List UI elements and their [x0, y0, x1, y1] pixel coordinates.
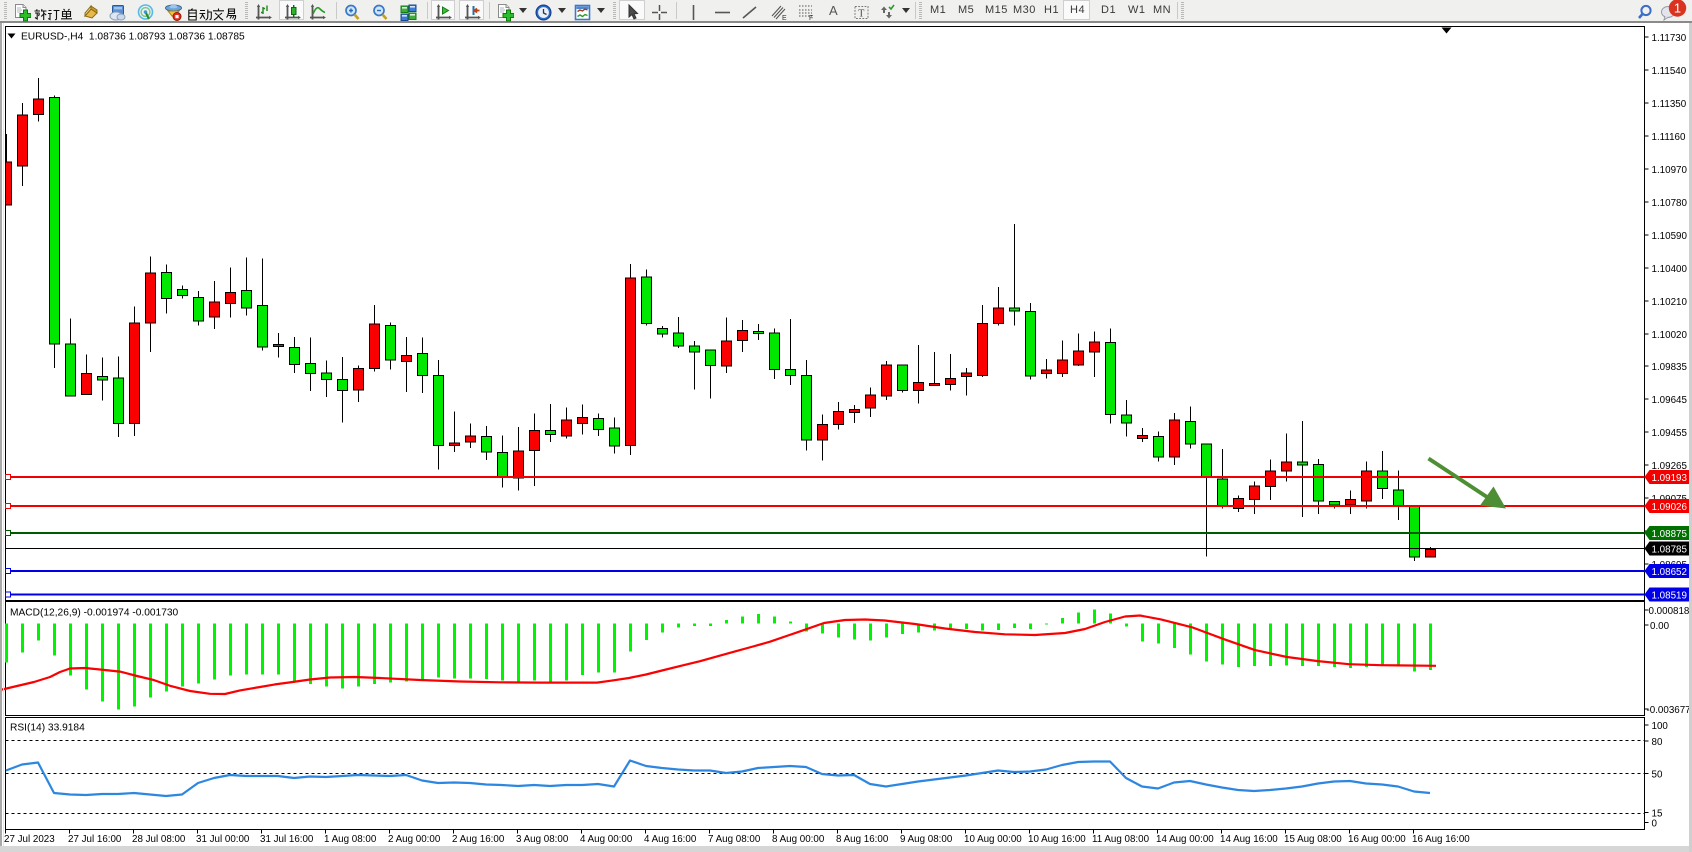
svg-text:1.09265: 1.09265	[1652, 461, 1688, 472]
svg-text:1.09026: 1.09026	[1652, 502, 1688, 513]
svg-text:1.09455: 1.09455	[1652, 428, 1688, 439]
svg-text:RSI(14) 33.9184: RSI(14) 33.9184	[10, 723, 85, 734]
svg-text:1.11540: 1.11540	[1652, 66, 1687, 77]
svg-text:10 Aug 16:00: 10 Aug 16:00	[1028, 834, 1086, 845]
svg-text:1.10590: 1.10590	[1652, 231, 1688, 242]
svg-text:1.10970: 1.10970	[1652, 165, 1688, 176]
svg-text:1: 1	[1674, 1, 1681, 16]
svg-text:4 Aug 00:00: 4 Aug 00:00	[580, 834, 633, 845]
svg-text:F: F	[809, 15, 813, 22]
svg-text:1.10400: 1.10400	[1652, 264, 1688, 275]
svg-text:-0.003677: -0.003677	[1647, 705, 1691, 716]
svg-text:1.10780: 1.10780	[1652, 198, 1688, 209]
svg-text:3 Aug 08:00: 3 Aug 08:00	[516, 834, 569, 845]
svg-text:27 Jul 2023: 27 Jul 2023	[4, 834, 55, 845]
svg-text:8 Aug 00:00: 8 Aug 00:00	[772, 834, 825, 845]
svg-text:1.08652: 1.08652	[1652, 567, 1687, 578]
svg-text:28 Jul 08:00: 28 Jul 08:00	[132, 834, 186, 845]
svg-text:50: 50	[1652, 770, 1663, 781]
svg-text:11 Aug 08:00: 11 Aug 08:00	[1092, 834, 1150, 845]
svg-text:4 Aug 16:00: 4 Aug 16:00	[644, 834, 697, 845]
svg-text:8 Aug 16:00: 8 Aug 16:00	[836, 834, 889, 845]
svg-text:1.11730: 1.11730	[1652, 33, 1687, 44]
svg-text:1.08785: 1.08785	[1652, 545, 1688, 556]
svg-text:14 Aug 00:00: 14 Aug 00:00	[1156, 834, 1214, 845]
svg-text:E: E	[782, 15, 787, 22]
svg-text:100: 100	[1652, 721, 1669, 732]
svg-text:EURUSD-,H4 1.08736 1.08793 1.: EURUSD-,H4 1.08736 1.08793 1.08736 1.087…	[21, 32, 245, 43]
svg-text:31 Jul 16:00: 31 Jul 16:00	[260, 834, 314, 845]
svg-text:80: 80	[1652, 737, 1663, 748]
svg-text:1.08519: 1.08519	[1652, 591, 1687, 602]
svg-text:31 Jul 00:00: 31 Jul 00:00	[196, 834, 250, 845]
svg-text:1 Aug 08:00: 1 Aug 08:00	[324, 834, 377, 845]
svg-text:MACD(12,26,9) -0.001974 -0.001: MACD(12,26,9) -0.001974 -0.001730	[10, 608, 179, 619]
svg-text:7 Aug 08:00: 7 Aug 08:00	[708, 834, 761, 845]
svg-text:27 Jul 16:00: 27 Jul 16:00	[68, 834, 122, 845]
svg-text:16 Aug 00:00: 16 Aug 00:00	[1348, 834, 1406, 845]
svg-text:9 Aug 08:00: 9 Aug 08:00	[900, 834, 953, 845]
svg-text:1.09835: 1.09835	[1652, 362, 1688, 373]
svg-text:T: T	[858, 9, 864, 20]
svg-text:16 Aug 16:00: 16 Aug 16:00	[1412, 834, 1470, 845]
svg-text:1.11160: 1.11160	[1652, 132, 1687, 143]
svg-text:0.00: 0.00	[1650, 621, 1670, 632]
svg-text:14 Aug 16:00: 14 Aug 16:00	[1220, 834, 1278, 845]
svg-text:15 Aug 08:00: 15 Aug 08:00	[1284, 834, 1342, 845]
svg-text:1.08875: 1.08875	[1652, 529, 1688, 540]
svg-text:15: 15	[1652, 809, 1663, 820]
svg-text:2 Aug 00:00: 2 Aug 00:00	[388, 834, 441, 845]
svg-text:10 Aug 00:00: 10 Aug 00:00	[964, 834, 1022, 845]
svg-text:0: 0	[1652, 819, 1658, 830]
svg-text:1.09193: 1.09193	[1652, 473, 1688, 484]
svg-text:1.09645: 1.09645	[1652, 395, 1688, 406]
svg-text:2 Aug 16:00: 2 Aug 16:00	[452, 834, 505, 845]
svg-text:1.10210: 1.10210	[1652, 297, 1688, 308]
svg-text:1.10020: 1.10020	[1652, 330, 1688, 341]
svg-text:1.11350: 1.11350	[1652, 99, 1687, 110]
svg-text:0.000818: 0.000818	[1649, 606, 1690, 617]
